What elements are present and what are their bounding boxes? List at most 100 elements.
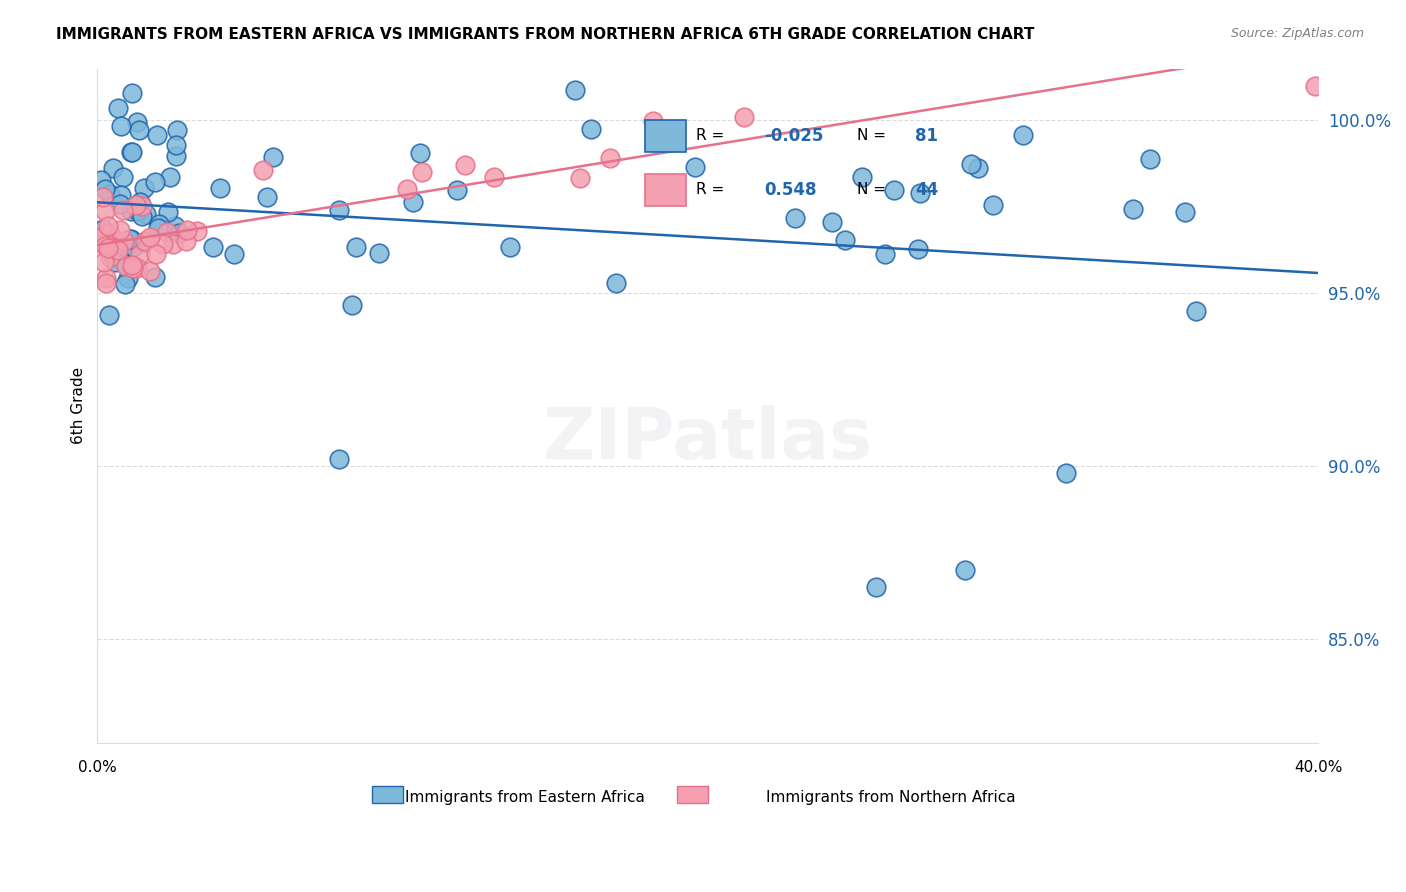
Point <box>148 218 170 232</box>
Point <box>101 161 124 175</box>
Point <box>93 255 115 269</box>
Point <box>605 276 627 290</box>
Point <box>821 215 844 229</box>
Point <box>117 271 139 285</box>
Point <box>143 175 166 189</box>
Point <box>222 247 245 261</box>
Point <box>128 123 150 137</box>
Point <box>117 237 139 252</box>
Point <box>93 239 115 253</box>
Point <box>785 211 807 225</box>
Point <box>1122 202 1144 217</box>
Point <box>101 247 124 261</box>
Point <box>128 247 150 261</box>
Point <box>908 186 931 200</box>
Point <box>112 234 135 248</box>
Point <box>143 270 166 285</box>
Point <box>110 188 132 202</box>
Point <box>93 235 115 250</box>
Point <box>121 258 143 272</box>
Point <box>1054 466 1077 480</box>
Point <box>98 251 121 265</box>
Point <box>165 138 187 153</box>
Point <box>256 190 278 204</box>
Text: IMMIGRANTS FROM EASTERN AFRICA VS IMMIGRANTS FROM NORTHERN AFRICA 6TH GRADE CORR: IMMIGRANTS FROM EASTERN AFRICA VS IMMIGR… <box>56 27 1035 42</box>
Point <box>132 235 155 249</box>
Point <box>176 222 198 236</box>
Point <box>135 206 157 220</box>
Point <box>966 161 988 176</box>
Point <box>883 183 905 197</box>
Text: Immigrants from Northern Africa: Immigrants from Northern Africa <box>766 789 1015 805</box>
Point <box>499 240 522 254</box>
Point <box>132 181 155 195</box>
Point <box>120 232 142 246</box>
Point <box>328 202 350 217</box>
Point <box>104 255 127 269</box>
Point <box>851 170 873 185</box>
Point <box>156 205 179 219</box>
Point <box>121 240 143 254</box>
FancyBboxPatch shape <box>678 787 707 803</box>
Point <box>162 236 184 251</box>
Point <box>121 145 143 160</box>
Point <box>568 170 591 185</box>
Point <box>344 240 367 254</box>
Point <box>186 224 208 238</box>
Point <box>396 182 419 196</box>
Point <box>111 170 134 185</box>
Point <box>402 195 425 210</box>
Point <box>328 452 350 467</box>
Point <box>94 204 117 219</box>
Point <box>94 271 117 285</box>
Point <box>127 204 149 219</box>
Text: 40.0%: 40.0% <box>1294 760 1343 775</box>
Point <box>165 149 187 163</box>
Point <box>685 161 707 175</box>
Point <box>873 246 896 260</box>
Point <box>167 227 190 241</box>
Point <box>152 236 174 251</box>
Point <box>97 241 120 255</box>
Point <box>94 182 117 196</box>
Point <box>107 101 129 115</box>
Point <box>1174 205 1197 219</box>
Point <box>138 230 160 244</box>
Point <box>263 150 285 164</box>
Point <box>87 231 110 245</box>
Point <box>1184 304 1206 318</box>
Point <box>342 298 364 312</box>
FancyBboxPatch shape <box>373 787 402 803</box>
Point <box>166 122 188 136</box>
Text: Source: ZipAtlas.com: Source: ZipAtlas.com <box>1230 27 1364 40</box>
Point <box>209 180 232 194</box>
Point <box>131 210 153 224</box>
Point <box>91 222 114 236</box>
Point <box>599 151 621 165</box>
Point <box>108 223 131 237</box>
Point <box>139 264 162 278</box>
Point <box>482 170 505 185</box>
Point <box>411 165 433 179</box>
Point <box>959 157 981 171</box>
Point <box>122 261 145 276</box>
Point <box>907 243 929 257</box>
Point <box>145 247 167 261</box>
Point <box>97 219 120 233</box>
Point <box>1139 153 1161 167</box>
Point <box>1011 128 1033 143</box>
Point <box>865 580 887 594</box>
Point <box>643 114 665 128</box>
Point <box>128 194 150 209</box>
Point <box>107 252 129 266</box>
Point <box>125 198 148 212</box>
Point <box>110 120 132 134</box>
Point <box>96 227 118 241</box>
Point <box>367 245 389 260</box>
Point <box>98 187 121 202</box>
Point <box>112 202 135 217</box>
Point <box>107 243 129 257</box>
Text: Immigrants from Eastern Africa: Immigrants from Eastern Africa <box>405 789 644 805</box>
Point <box>163 219 186 234</box>
Point <box>120 145 142 159</box>
